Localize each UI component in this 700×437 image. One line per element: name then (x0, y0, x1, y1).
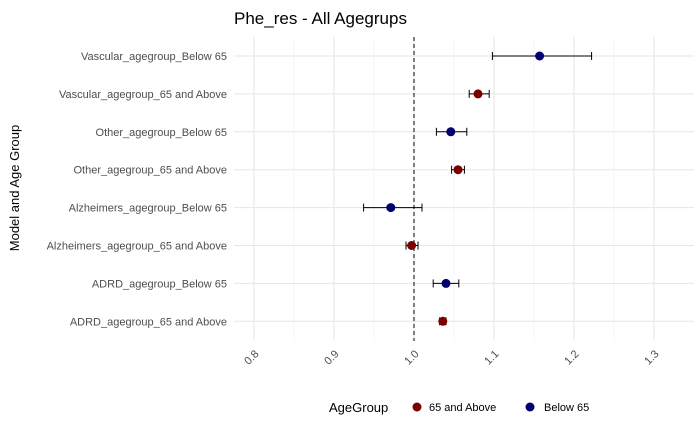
grid (234, 37, 694, 341)
x-tick-label: 1.1 (482, 348, 501, 367)
data-marks (363, 51, 593, 326)
x-tick-label: 1.0 (402, 348, 421, 367)
estimate-point (535, 51, 545, 61)
y-tick-label: Vascular_agegroup_Below 65 (81, 51, 227, 63)
x-tick-label: 1.3 (642, 348, 661, 367)
estimate-point (438, 316, 448, 326)
y-tick-label: ADRD_agegroup_Below 65 (92, 278, 227, 290)
x-tick-labels: 0.8 0.9 1.0 1.1 1.2 1.3 (242, 348, 661, 367)
chart-title: Phe_res - All Agegrups (234, 9, 407, 28)
legend-key (412, 402, 422, 412)
y-tick-label: Vascular_agegroup_65 and Above (59, 89, 227, 101)
y-tick-labels: Vascular_agegroup_Below 65 Vascular_agegr… (47, 51, 227, 328)
y-tick-label: ADRD_agegroup_65 and Above (70, 316, 227, 328)
x-tick-label: 0.8 (242, 348, 261, 367)
estimate-point (407, 241, 417, 250)
legend-key (525, 402, 535, 412)
estimate-point (386, 203, 396, 213)
legend: AgeGroup 65 and Above Below 65 (329, 400, 589, 415)
estimate-point (473, 89, 483, 99)
estimate-point (446, 127, 456, 137)
legend-label: Below 65 (544, 402, 589, 414)
y-axis-label: Model and Age Group (7, 125, 22, 251)
legend-label: 65 and Above (429, 402, 496, 414)
x-tick-label: 1.2 (562, 348, 581, 367)
estimate-point (441, 278, 451, 288)
y-tick-label: Other_agegroup_65 and Above (73, 165, 227, 177)
x-tick-label: 0.9 (322, 348, 341, 367)
legend-title: AgeGroup (329, 400, 388, 415)
y-tick-label: Alzheimers_agegroup_65 and Above (47, 241, 227, 253)
y-tick-label: Alzheimers_agegroup_Below 65 (69, 203, 227, 215)
estimate-point (453, 165, 463, 175)
y-tick-label: Other_agegroup_Below 65 (96, 127, 227, 139)
